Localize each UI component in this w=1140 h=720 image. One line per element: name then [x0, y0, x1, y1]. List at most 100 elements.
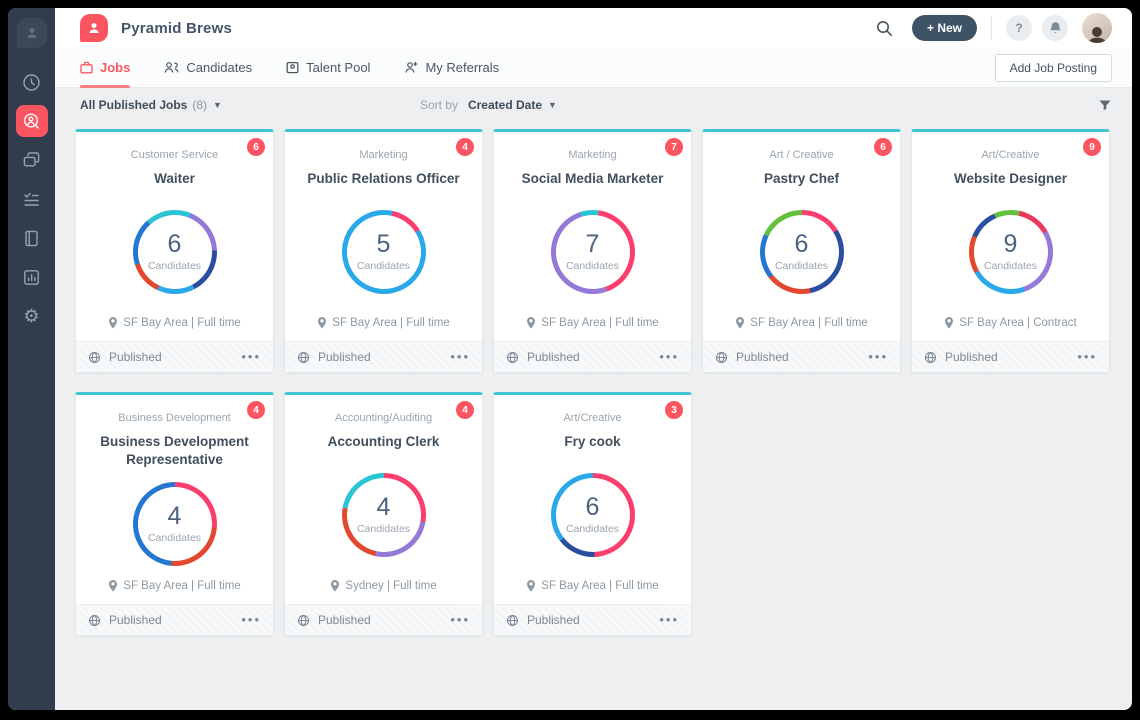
sidebar-item-recruiting[interactable] [15, 105, 48, 137]
sidebar-item-dashboard[interactable] [16, 66, 48, 98]
donut-center: 4 Candidates [137, 487, 212, 562]
search-icon [877, 20, 893, 36]
candidates-donut-chart: 9 Candidates [968, 210, 1053, 295]
card-menu-button[interactable]: ••• [868, 348, 888, 364]
recruiting-icon [23, 112, 39, 129]
job-title[interactable]: Fry cook [564, 434, 621, 449]
card-menu-button[interactable]: ••• [659, 611, 679, 627]
job-title[interactable]: Business Development Representative [100, 434, 249, 467]
job-title[interactable]: Waiter [154, 171, 195, 186]
sort-value-dropdown[interactable]: Created Date [467, 98, 542, 112]
donut-center: 5 Candidates [346, 215, 421, 290]
donut-wrap: 6 Candidates [703, 188, 900, 317]
job-status: Published [109, 350, 162, 364]
candidate-count: 4 [167, 502, 182, 531]
job-card[interactable]: 4 Accounting/Auditing Accounting Clerk 4… [284, 392, 483, 636]
filter-funnel-button[interactable] [1099, 100, 1111, 111]
tab-talent-pool[interactable]: Talent Pool [286, 48, 370, 88]
published-globe-icon [506, 614, 519, 626]
job-card[interactable]: 6 Art / Creative Pastry Chef 6 Candidate… [702, 129, 901, 373]
card-footer: Published ••• [285, 604, 482, 635]
candidate-count: 6 [794, 230, 809, 259]
job-status: Published [945, 350, 998, 364]
job-title[interactable]: Accounting Clerk [327, 434, 440, 449]
job-location: SF Bay Area | Full time [285, 317, 482, 329]
job-status: Published [527, 350, 580, 364]
sidebar-item-reports[interactable] [16, 261, 48, 293]
candidates-donut-chart: 6 Candidates [759, 210, 844, 295]
company-logo[interactable] [80, 14, 108, 42]
candidates-donut-chart: 6 Candidates [132, 210, 217, 295]
card-footer: Published ••• [912, 341, 1109, 372]
job-card[interactable]: 7 Marketing Social Media Marketer 7 Cand… [493, 129, 692, 373]
archive-box-icon [286, 61, 299, 74]
company-name: Pyramid Brews [121, 19, 232, 37]
sidebar-item-settings[interactable]: ⚙ [16, 300, 48, 332]
tab-candidates[interactable]: Candidates [164, 48, 252, 88]
jobs-filter-dropdown[interactable]: All Published Jobs [80, 98, 188, 112]
help-button[interactable]: ? [1006, 15, 1032, 41]
jobs-filter-count: (8) [192, 98, 208, 112]
tab-label: Talent Pool [306, 60, 371, 75]
tab-jobs[interactable]: Jobs [80, 48, 131, 88]
sidebar-item-messages[interactable] [16, 144, 48, 176]
job-title[interactable]: Pastry Chef [763, 171, 840, 186]
search-button[interactable] [870, 13, 900, 43]
job-location-text: SF Bay Area | Full time [750, 317, 868, 329]
job-card[interactable]: 4 Marketing Public Relations Officer 5 C… [284, 129, 483, 373]
candidate-count: 4 [376, 493, 391, 522]
donut-wrap: 7 Candidates [494, 188, 691, 317]
chevron-down-icon[interactable]: ▼ [548, 100, 557, 110]
sidebar-item-notebook[interactable] [16, 222, 48, 254]
new-button[interactable]: + New [911, 15, 977, 41]
person-icon [89, 23, 99, 33]
candidates-label: Candidates [356, 260, 411, 273]
new-candidates-badge: 6 [247, 138, 265, 156]
job-category: Marketing [359, 149, 408, 161]
tab-label: Jobs [100, 60, 131, 75]
job-title[interactable]: Public Relations Officer [307, 171, 460, 186]
chevron-down-icon[interactable]: ▼ [213, 100, 222, 110]
candidate-count: 6 [585, 493, 600, 522]
donut-wrap: 4 Candidates [285, 451, 482, 580]
new-candidates-badge: 4 [456, 401, 474, 419]
job-card[interactable]: 3 Art/Creative Fry cook 6 Candidates SF … [493, 392, 692, 636]
card-footer: Published ••• [494, 341, 691, 372]
card-menu-button[interactable]: ••• [241, 611, 261, 627]
card-menu-button[interactable]: ••• [1077, 348, 1097, 364]
person-icon [26, 28, 37, 38]
job-category: Art/Creative [981, 149, 1040, 161]
user-avatar[interactable] [1082, 13, 1112, 43]
candidates-label: Candidates [356, 523, 411, 536]
candidates-label: Candidates [565, 523, 620, 536]
sidebar-app-logo[interactable] [16, 18, 47, 48]
card-menu-button[interactable]: ••• [241, 348, 261, 364]
candidates-label: Candidates [774, 260, 829, 273]
tab-my-referrals[interactable]: My Referrals [404, 48, 499, 88]
sidebar-item-tasks[interactable] [16, 183, 48, 215]
job-card[interactable]: 6 Customer Service Waiter 6 Candidates S… [75, 129, 274, 373]
card-menu-button[interactable]: ••• [450, 611, 470, 627]
new-candidates-badge: 6 [874, 138, 892, 156]
donut-center: 9 Candidates [973, 215, 1048, 290]
donut-wrap: 6 Candidates [494, 451, 691, 580]
job-location: SF Bay Area | Full time [76, 580, 273, 592]
job-title[interactable]: Website Designer [953, 171, 1068, 186]
candidates-donut-chart: 6 Candidates [550, 473, 635, 558]
add-job-posting-button[interactable]: Add Job Posting [994, 53, 1112, 82]
candidates-donut-chart: 5 Candidates [341, 210, 426, 295]
location-pin-icon [736, 317, 745, 329]
location-pin-icon [109, 580, 118, 592]
job-title[interactable]: Social Media Marketer [521, 171, 664, 186]
published-globe-icon [297, 614, 310, 626]
job-card[interactable]: 4 Business Development Business Developm… [75, 392, 274, 636]
candidates-donut-chart: 4 Candidates [341, 473, 426, 558]
card-menu-button[interactable]: ••• [450, 348, 470, 364]
job-card[interactable]: 9 Art/Creative Website Designer 9 Candid… [911, 129, 1110, 373]
card-menu-button[interactable]: ••• [659, 348, 679, 364]
donut-wrap: 5 Candidates [285, 188, 482, 317]
donut-center: 4 Candidates [346, 478, 421, 553]
notifications-button[interactable] [1042, 15, 1068, 41]
donut-wrap: 4 Candidates [76, 468, 273, 580]
job-location: Sydney | Full time [285, 580, 482, 592]
